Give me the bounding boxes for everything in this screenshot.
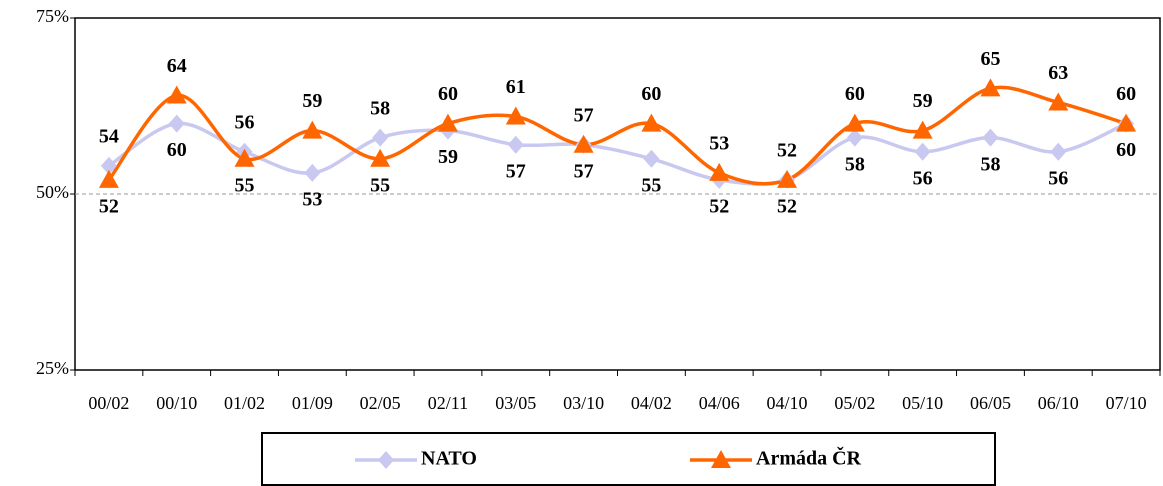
x-tick-label: 05/10 xyxy=(902,393,943,413)
marker-diamond xyxy=(372,128,389,147)
marker-triangle xyxy=(711,450,731,468)
x-tick-label: 03/05 xyxy=(495,393,536,413)
data-label: 60 xyxy=(438,83,458,105)
series-line xyxy=(107,85,1127,186)
marker-triangle xyxy=(98,169,119,188)
data-label: 60 xyxy=(1116,139,1136,161)
data-label: 60 xyxy=(1116,83,1136,105)
data-label: 54 xyxy=(99,125,119,147)
data-label: 55 xyxy=(370,174,390,196)
x-tick-label: 00/02 xyxy=(88,393,129,413)
marker-diamond xyxy=(982,128,999,147)
data-label: 60 xyxy=(167,139,187,161)
x-tick-label: 00/10 xyxy=(156,393,197,413)
marker-triangle xyxy=(166,85,187,104)
data-label: 57 xyxy=(574,104,594,126)
x-tick-label: 04/06 xyxy=(699,393,740,413)
y-tick-label: 50% xyxy=(36,182,69,202)
marker-triangle xyxy=(1116,113,1137,132)
data-label: 57 xyxy=(506,160,526,182)
x-tick-label: 05/02 xyxy=(834,393,875,413)
marker-triangle xyxy=(912,120,933,139)
data-label: 55 xyxy=(641,174,661,196)
data-label: 56 xyxy=(235,111,255,133)
x-tick-label: 07/10 xyxy=(1106,393,1147,413)
data-label: 56 xyxy=(1048,167,1068,189)
x-tick-label: 06/05 xyxy=(970,393,1011,413)
marker-triangle xyxy=(302,120,323,139)
series-line xyxy=(107,121,1127,186)
marker-diamond xyxy=(1050,142,1067,161)
data-label: 59 xyxy=(913,90,933,112)
data-label: 58 xyxy=(980,153,1000,175)
data-label: 53 xyxy=(709,132,729,154)
marker-diamond xyxy=(304,163,321,182)
marker-triangle xyxy=(370,148,391,167)
x-tick-label: 01/09 xyxy=(292,393,333,413)
y-tick-label: 25% xyxy=(36,358,69,378)
data-label: 58 xyxy=(370,97,390,119)
data-label: 61 xyxy=(506,76,526,98)
marker-diamond xyxy=(168,114,185,133)
legend-label: NATO xyxy=(421,448,477,470)
marker-diamond xyxy=(378,451,394,469)
marker-triangle xyxy=(709,162,730,181)
data-label: 52 xyxy=(777,140,797,162)
marker-triangle xyxy=(234,148,255,167)
marker-diamond xyxy=(100,156,117,175)
marker-diamond xyxy=(643,149,660,168)
data-label: 63 xyxy=(1048,62,1068,84)
data-label: 60 xyxy=(641,83,661,105)
x-tick-label: 04/02 xyxy=(631,393,672,413)
data-label: 52 xyxy=(99,196,119,218)
data-label: 59 xyxy=(302,90,322,112)
x-tick-label: 02/11 xyxy=(428,393,468,413)
data-label: 64 xyxy=(167,55,187,77)
x-tick-label: 03/10 xyxy=(563,393,604,413)
data-label: 58 xyxy=(845,153,865,175)
x-tick-label: 01/02 xyxy=(224,393,265,413)
legend-label: Armáda ČR xyxy=(756,446,862,470)
data-label: 52 xyxy=(709,196,729,218)
y-tick-label: 75% xyxy=(36,6,69,26)
marker-diamond xyxy=(507,135,524,154)
data-label: 55 xyxy=(235,174,255,196)
marker-triangle xyxy=(641,113,662,132)
marker-diamond xyxy=(846,128,863,147)
data-label: 52 xyxy=(777,196,797,218)
data-label: 57 xyxy=(574,160,594,182)
data-label: 53 xyxy=(302,188,322,210)
marker-triangle xyxy=(1048,92,1069,111)
marker-triangle xyxy=(980,78,1001,97)
data-label: 56 xyxy=(913,167,933,189)
x-tick-label: 02/05 xyxy=(360,393,401,413)
x-tick-label: 06/10 xyxy=(1038,393,1079,413)
data-label: 60 xyxy=(845,83,865,105)
marker-triangle xyxy=(777,169,798,188)
marker-diamond xyxy=(914,142,931,161)
marker-triangle xyxy=(844,113,865,132)
data-label: 59 xyxy=(438,146,458,168)
marker-triangle xyxy=(573,134,594,153)
marker-triangle xyxy=(505,106,526,125)
x-tick-label: 04/10 xyxy=(767,393,808,413)
data-label: 65 xyxy=(980,48,1000,70)
marker-triangle xyxy=(437,113,458,132)
